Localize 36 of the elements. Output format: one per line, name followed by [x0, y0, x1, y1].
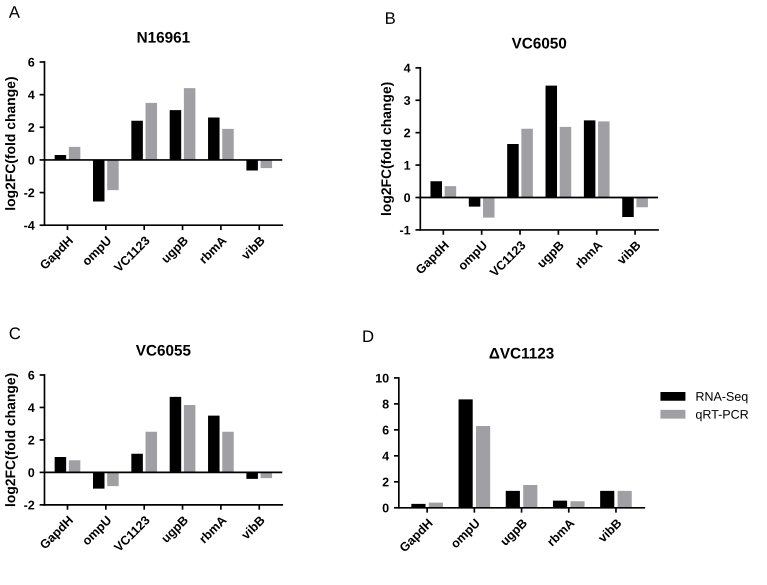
y-tick-label: 6 [28, 370, 34, 380]
y-tick-label: 4 [28, 403, 35, 412]
y-tick-label: 3 [404, 96, 410, 105]
y-tick-label: 2 [404, 128, 410, 138]
y-tick-label: -2 [24, 188, 34, 198]
y-tick-label: 1 [404, 161, 410, 170]
text: B [386, 12, 395, 24]
y-tick-label: 0 [28, 156, 34, 165]
y-tick-label: 0 [404, 193, 410, 202]
y-tick-label: 4 [28, 90, 35, 100]
y-axis-title: log2FC(fold change) [5, 77, 18, 210]
y-tick-label: 0 [28, 468, 34, 478]
y-tick-label: 0 [382, 504, 389, 512]
chart-title: N16961 [138, 32, 190, 43]
y-tick-label: 2 [382, 478, 389, 486]
y-tick-label: -1 [400, 226, 410, 234]
y-tick-label: -4 [24, 221, 35, 230]
y-tick-label: 4 [404, 64, 411, 72]
y-tick-label: 6 [28, 58, 34, 67]
y-axis-title: log2FC(fold change) [380, 82, 394, 216]
text: A [8, 6, 20, 18]
y-tick-label: 8 [382, 400, 389, 409]
text: C [10, 327, 20, 340]
chart-title: VC6055 [136, 344, 191, 356]
y-axis-title: log2FC(fold change) [5, 373, 18, 506]
legend-label: qRT-PCR [696, 410, 748, 422]
y-tick-label: 2 [28, 436, 34, 444]
y-tick-label: 6 [382, 426, 389, 435]
y-tick-label: -2 [24, 500, 34, 510]
y-tick-label: 4 [382, 452, 390, 460]
chart-title: ΔVC1123 [490, 348, 554, 359]
text: D [363, 330, 374, 342]
y-tick-label: 10 [376, 374, 389, 383]
y-tick-label: 2 [28, 123, 34, 132]
legend-label: RNA-Seq [696, 392, 748, 404]
chart-title: VC6050 [512, 38, 566, 49]
